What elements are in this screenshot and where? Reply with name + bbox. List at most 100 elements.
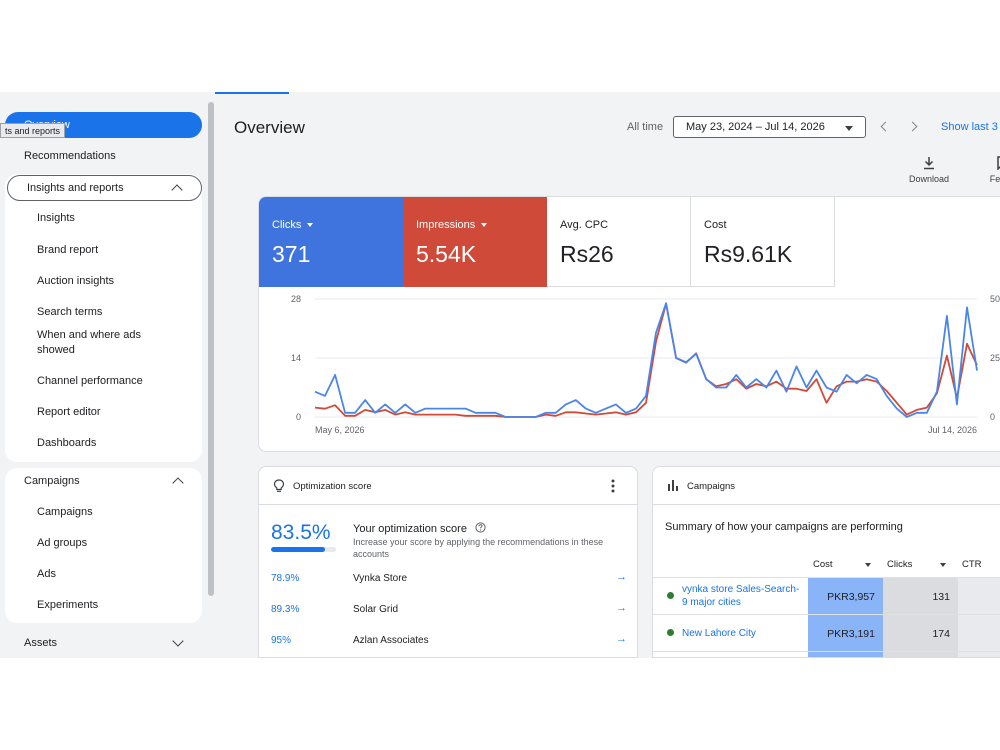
ctr-cell: [958, 652, 1000, 657]
sidebar-item-campaigns[interactable]: Campaigns: [5, 499, 202, 525]
sidebar-item-report-editor[interactable]: Report editor: [5, 399, 202, 425]
card-title: Optimization score: [293, 481, 372, 492]
cost-cell: PKR3,191: [808, 615, 883, 652]
y-right-tick-label: 0: [990, 412, 995, 422]
tooltip-text: ts and reports: [5, 125, 61, 136]
sidebar-item-ads[interactable]: Ads: [5, 561, 202, 587]
table-row: [653, 651, 1000, 657]
sidebar-item-insights-and-reports[interactable]: Insights and reports: [7, 175, 202, 201]
sidebar-item-label: When and where ads showed: [37, 329, 141, 356]
table-row[interactable]: vynka store Sales-Search-9 major cities …: [653, 577, 1000, 615]
y-right-tick-label: 50: [990, 294, 1000, 304]
metric-value: Rs9.61K: [704, 241, 793, 267]
table-row[interactable]: New Lahore City PKR3,191 174 9.: [653, 614, 1000, 652]
y-left-tick-label: 28: [291, 294, 301, 304]
metric-label: Avg. CPC: [560, 219, 609, 231]
sidebar-item-label: Experiments: [37, 599, 99, 611]
next-period-button[interactable]: [908, 120, 922, 134]
sidebar-scrollbar[interactable]: [208, 102, 214, 596]
tooltip: ts and reports: [0, 123, 66, 138]
y-right-tick-label: 25: [990, 353, 1000, 363]
sidebar-item-label: Recommendations: [24, 150, 116, 162]
performance-chart: 28 14 0 50 25 0 May 6, 2026 Jul 14, 2026: [291, 294, 1000, 435]
sidebar-item-experiments[interactable]: Experiments: [5, 592, 202, 618]
sidebar-item-label: Dashboards: [37, 437, 97, 449]
sidebar-item-label: Channel performance: [37, 375, 143, 387]
sidebar-item-assets[interactable]: Assets: [5, 630, 202, 656]
y-left-tick-label: 0: [296, 412, 301, 422]
metric-value: 371: [272, 241, 311, 267]
metric-label: Impressions: [416, 219, 476, 231]
sidebar-item-label: Campaigns: [24, 475, 80, 487]
account-row[interactable]: 78.9% Vynka Store →: [271, 570, 627, 590]
column-header-label: Clicks: [887, 559, 913, 570]
sidebar-item-search-terms[interactable]: Search terms: [5, 299, 202, 325]
help-icon[interactable]: [475, 522, 486, 533]
campaigns-card: Campaigns Summary of how your campaigns …: [652, 466, 1000, 658]
optimization-description: Increase your score by applying the reco…: [353, 537, 604, 559]
arrow-right-icon[interactable]: →: [616, 602, 627, 614]
series-line-impressions: [314, 302, 978, 418]
more-vert-icon[interactable]: [611, 479, 615, 493]
sidebar-item-label: Insights and reports: [27, 182, 124, 194]
ads-app: Overview ts and reports Recommendations …: [0, 92, 1000, 658]
y-axis-left: 28 14 0: [291, 294, 301, 422]
account-score: 95%: [271, 635, 292, 646]
card-header: Optimization score: [259, 467, 637, 505]
column-header-ctr[interactable]: CTR: [962, 559, 982, 570]
sidebar-item-label: Assets: [24, 637, 58, 649]
feedback-icon: [997, 156, 1000, 170]
sidebar-item-recommendations[interactable]: Recommendations: [5, 143, 202, 169]
metric-tile-cost[interactable]: Cost Rs9.61K: [691, 197, 835, 287]
sidebar-item-channel-performance[interactable]: Channel performance: [5, 368, 202, 394]
metric-tile-impressions[interactable]: Impressions 5.54K: [403, 197, 547, 287]
previous-period-button[interactable]: [878, 120, 892, 134]
series-line-clicks: [314, 302, 978, 418]
arrow-right-icon[interactable]: →: [616, 571, 627, 583]
bar-chart-icon: [668, 480, 678, 491]
download-button[interactable]: Download: [909, 156, 949, 184]
top-tab-indicator: [215, 92, 289, 94]
metric-tile-avg-cpc[interactable]: Avg. CPC Rs26: [547, 197, 691, 287]
chevron-up-icon: [171, 184, 183, 196]
account-row[interactable]: 89.3% Solar Grid →: [271, 601, 627, 621]
sidebar-item-label: Ads: [37, 568, 56, 580]
sidebar-item-insights[interactable]: Insights: [5, 205, 202, 231]
optimization-heading-text: Your optimization score: [353, 523, 467, 535]
campaign-name-link[interactable]: vynka store Sales-Search-9 major cities: [682, 584, 800, 608]
feedback-button[interactable]: Fee: [984, 156, 1000, 184]
sidebar-item-auction-insights[interactable]: Auction insights: [5, 268, 202, 294]
column-header-clicks[interactable]: Clicks: [887, 559, 947, 570]
sidebar-item-when-where-ads-showed[interactable]: When and where ads showed: [5, 326, 155, 360]
caret-down-icon: [940, 562, 947, 567]
column-header-cost[interactable]: Cost: [813, 559, 871, 570]
metric-value: 5.54K: [416, 241, 477, 267]
chevron-up-icon: [172, 477, 184, 489]
caret-down-icon: [845, 126, 853, 131]
optimization-score[interactable]: 83.5%: [271, 521, 331, 544]
sidebar-item-label: Campaigns: [37, 506, 93, 518]
sidebar-item-dashboards[interactable]: Dashboards: [5, 430, 202, 456]
card-header: Campaigns: [653, 467, 1000, 505]
sidebar-item-ad-groups[interactable]: Ad groups: [5, 530, 202, 556]
clicks-cell: 131: [883, 578, 958, 615]
sidebar-item-label: Ad groups: [37, 537, 88, 549]
date-range-picker[interactable]: May 23, 2024 – Jul 14, 2026: [673, 116, 866, 138]
y-axis-right: 50 25 0: [990, 294, 1000, 422]
sidebar-item-campaigns-section[interactable]: Campaigns: [5, 468, 202, 494]
account-row[interactable]: 95% Azlan Associates →: [271, 632, 627, 652]
campaigns-summary: Summary of how your campaigns are perfor…: [665, 521, 903, 533]
sidebar-item-label: Brand report: [37, 244, 99, 256]
metric-tile-clicks[interactable]: Clicks 371: [259, 197, 403, 287]
optimization-heading: Your optimization score: [353, 522, 486, 535]
campaign-name-link[interactable]: New Lahore City: [682, 628, 756, 639]
sidebar-item-brand-report[interactable]: Brand report: [5, 237, 202, 263]
status-enabled-icon: [667, 629, 674, 636]
caret-down-icon: [307, 223, 314, 227]
campaigns-group: Campaigns Campaigns Ad groups Ads Experi…: [5, 468, 202, 623]
chart-gridlines: [315, 298, 977, 418]
download-label: Download: [909, 174, 950, 184]
ctr-cell: 4.: [958, 578, 1000, 615]
arrow-right-icon[interactable]: →: [616, 633, 627, 645]
show-last-button[interactable]: Show last 3: [941, 121, 998, 133]
